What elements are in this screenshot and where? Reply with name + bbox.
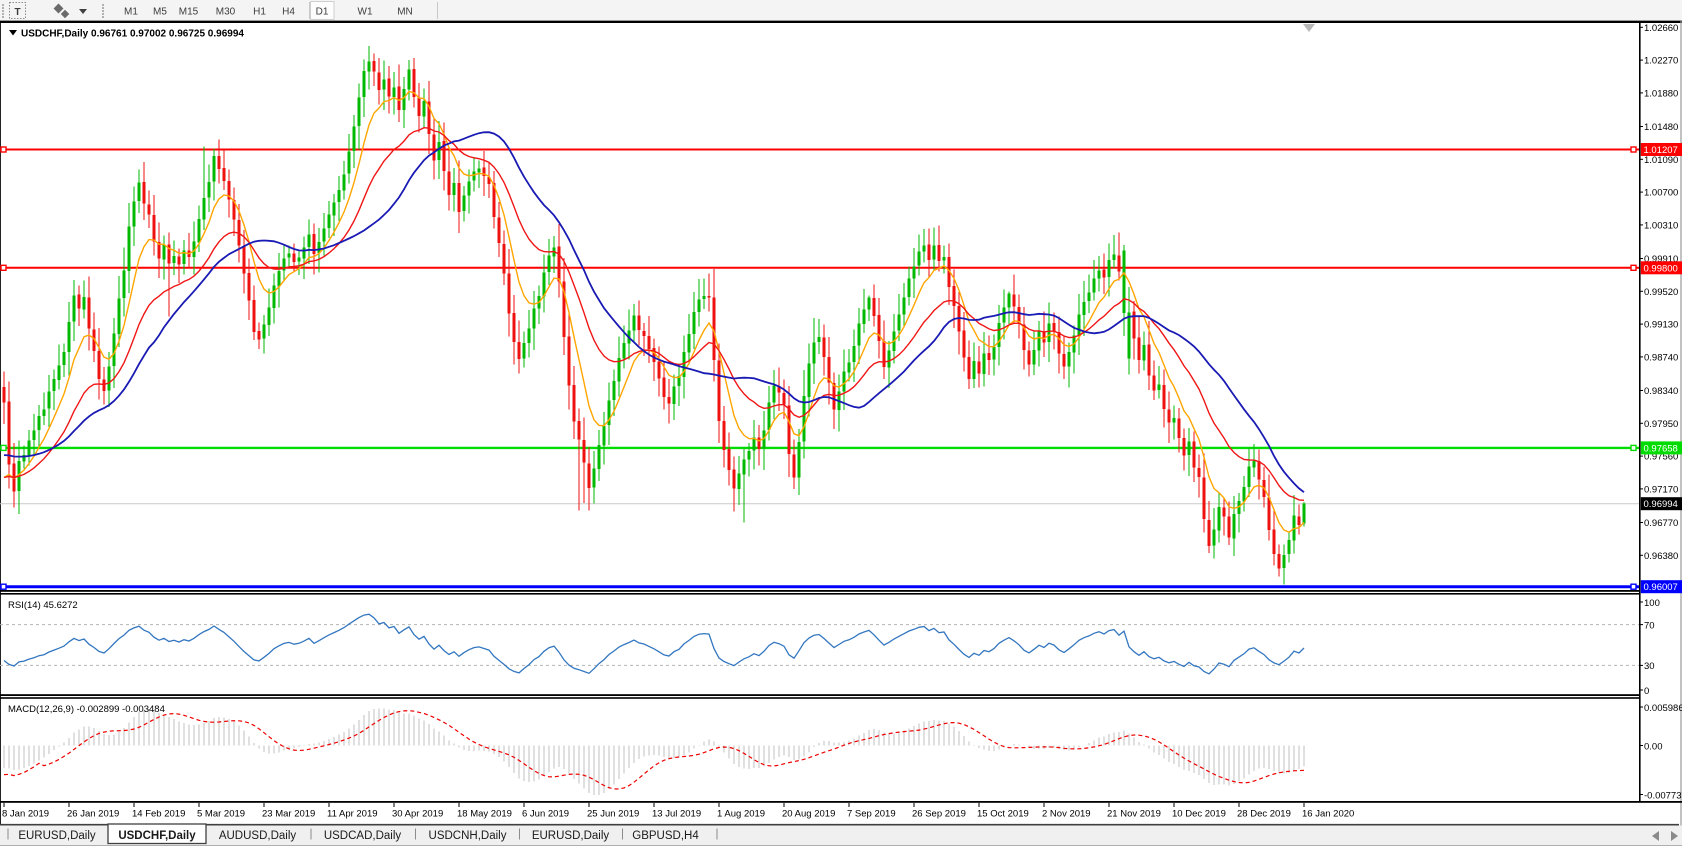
- svg-text:13 Jul 2019: 13 Jul 2019: [652, 809, 701, 820]
- svg-text:23 Mar 2019: 23 Mar 2019: [262, 809, 315, 820]
- svg-text:6 Jun 2019: 6 Jun 2019: [522, 809, 569, 820]
- svg-text:USDCAD,Daily: USDCAD,Daily: [324, 830, 402, 842]
- svg-text:H4: H4: [282, 7, 295, 18]
- svg-text:1.01207: 1.01207: [1644, 145, 1678, 156]
- svg-text:15 Oct 2019: 15 Oct 2019: [977, 809, 1029, 820]
- svg-text:EURUSD,Daily: EURUSD,Daily: [532, 830, 610, 842]
- svg-text:26 Sep 2019: 26 Sep 2019: [912, 809, 966, 820]
- svg-text:USDCNH,Daily: USDCNH,Daily: [429, 830, 507, 842]
- svg-text:0.99800: 0.99800: [1644, 263, 1678, 274]
- svg-text:AUDUSD,Daily: AUDUSD,Daily: [219, 830, 297, 842]
- svg-text:1.01880: 1.01880: [1644, 88, 1678, 99]
- svg-text:0.96770: 0.96770: [1644, 518, 1678, 529]
- svg-text:1.00310: 1.00310: [1644, 220, 1678, 231]
- svg-text:0.98740: 0.98740: [1644, 352, 1678, 363]
- svg-text:M5: M5: [153, 7, 167, 18]
- svg-text:M15: M15: [179, 7, 199, 18]
- svg-text:USDCHF,Daily 0.96761 0.97002: USDCHF,Daily 0.96761 0.97002 0.96725 0.9…: [21, 29, 244, 40]
- svg-text:0.005986: 0.005986: [1644, 703, 1682, 714]
- svg-text:1 Aug 2019: 1 Aug 2019: [717, 809, 765, 820]
- svg-text:0.98340: 0.98340: [1644, 386, 1678, 397]
- svg-text:30: 30: [1644, 661, 1655, 672]
- svg-text:7 Sep 2019: 7 Sep 2019: [847, 809, 896, 820]
- svg-text:D1: D1: [316, 7, 329, 18]
- svg-text:RSI(14) 45.6272: RSI(14) 45.6272: [8, 600, 78, 611]
- svg-text:0.97658: 0.97658: [1644, 443, 1678, 454]
- svg-text:0.96007: 0.96007: [1644, 582, 1678, 593]
- svg-text:70: 70: [1644, 620, 1655, 631]
- svg-text:30 Apr 2019: 30 Apr 2019: [392, 809, 443, 820]
- svg-text:0: 0: [1644, 686, 1649, 697]
- svg-text:T: T: [14, 7, 20, 18]
- svg-text:GBPUSD,H4: GBPUSD,H4: [632, 830, 699, 842]
- svg-text:0.00: 0.00: [1644, 741, 1663, 752]
- svg-text:8 Jan 2019: 8 Jan 2019: [2, 809, 49, 820]
- svg-text:MACD(12,26,9) -0.002899 -0.003: MACD(12,26,9) -0.002899 -0.003484: [8, 704, 165, 715]
- svg-text:0.96380: 0.96380: [1644, 551, 1678, 562]
- svg-text:0.99130: 0.99130: [1644, 320, 1678, 331]
- svg-text:-0.007737: -0.007737: [1644, 790, 1682, 801]
- svg-text:H1: H1: [253, 7, 266, 18]
- svg-text:M1: M1: [124, 7, 138, 18]
- svg-text:5 Mar 2019: 5 Mar 2019: [197, 809, 245, 820]
- svg-text:EURUSD,Daily: EURUSD,Daily: [18, 830, 96, 842]
- svg-text:11 Apr 2019: 11 Apr 2019: [327, 809, 378, 820]
- svg-text:0.97170: 0.97170: [1644, 484, 1678, 495]
- svg-text:20 Aug 2019: 20 Aug 2019: [782, 809, 835, 820]
- svg-text:USDCHF,Daily: USDCHF,Daily: [118, 830, 196, 842]
- svg-text:21 Nov 2019: 21 Nov 2019: [1107, 809, 1161, 820]
- svg-text:0.99910: 0.99910: [1644, 254, 1678, 265]
- svg-text:MN: MN: [397, 7, 413, 18]
- svg-text:1.00700: 1.00700: [1644, 188, 1678, 199]
- svg-text:14 Feb 2019: 14 Feb 2019: [132, 809, 185, 820]
- svg-text:W1: W1: [358, 7, 373, 18]
- svg-text:10 Dec 2019: 10 Dec 2019: [1172, 809, 1226, 820]
- svg-text:0.99520: 0.99520: [1644, 287, 1678, 298]
- svg-text:1.02270: 1.02270: [1644, 56, 1678, 67]
- svg-text:16 Jan 2020: 16 Jan 2020: [1302, 809, 1354, 820]
- svg-text:1.01090: 1.01090: [1644, 155, 1678, 166]
- svg-text:0.97950: 0.97950: [1644, 419, 1678, 430]
- svg-text:0.97560: 0.97560: [1644, 452, 1678, 463]
- svg-text:26 Jan 2019: 26 Jan 2019: [67, 809, 119, 820]
- svg-text:18 May 2019: 18 May 2019: [457, 809, 512, 820]
- svg-text:M30: M30: [216, 7, 236, 18]
- svg-text:2 Nov 2019: 2 Nov 2019: [1042, 809, 1091, 820]
- svg-text:0.96994: 0.96994: [1644, 499, 1678, 510]
- svg-text:1.02660: 1.02660: [1644, 23, 1678, 34]
- svg-text:100: 100: [1644, 598, 1660, 609]
- svg-text:25 Jun 2019: 25 Jun 2019: [587, 809, 639, 820]
- svg-text:28 Dec 2019: 28 Dec 2019: [1237, 809, 1291, 820]
- svg-text:1.01480: 1.01480: [1644, 122, 1678, 133]
